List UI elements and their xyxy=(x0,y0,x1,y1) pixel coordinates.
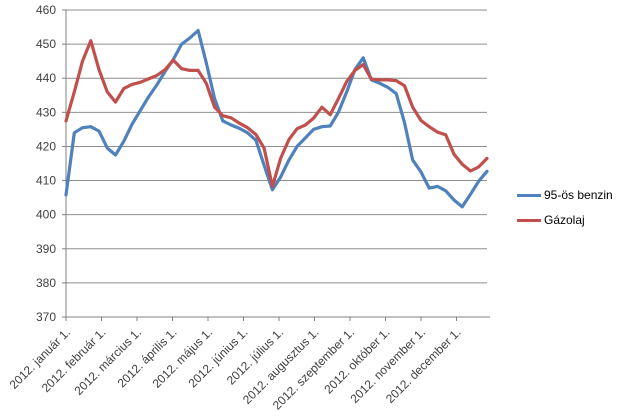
gazolaj-line-swatch xyxy=(517,218,541,222)
y-axis-tick-label: 430 xyxy=(36,105,56,119)
y-axis-tick-label: 450 xyxy=(36,37,56,51)
y-axis-tick-label: 440 xyxy=(36,71,56,85)
y-axis-tick-label: 370 xyxy=(36,310,56,324)
benzin-series-line xyxy=(64,28,489,209)
legend-label-gazolaj: Gázolaj xyxy=(544,213,585,227)
benzin-line-swatch xyxy=(517,193,541,197)
y-axis-tick-label: 380 xyxy=(36,276,56,290)
x-axis-tick-label: 2012. január 1. xyxy=(7,325,74,392)
legend-item-gazolaj: Gázolaj xyxy=(517,213,613,227)
y-axis-tick-label: 400 xyxy=(36,208,56,222)
legend-label-benzin: 95-ös benzin xyxy=(544,188,613,202)
chart-legend: 95-ös benzin Gázolaj xyxy=(517,188,613,227)
y-axis-tick-label: 410 xyxy=(36,174,56,188)
y-axis-tick-label: 390 xyxy=(36,242,56,256)
legend-item-benzin: 95-ös benzin xyxy=(517,188,613,202)
y-axis-tick-label: 420 xyxy=(36,139,56,153)
y-axis-tick-label: 460 xyxy=(36,3,56,17)
gazolaj-series-line xyxy=(64,39,489,188)
